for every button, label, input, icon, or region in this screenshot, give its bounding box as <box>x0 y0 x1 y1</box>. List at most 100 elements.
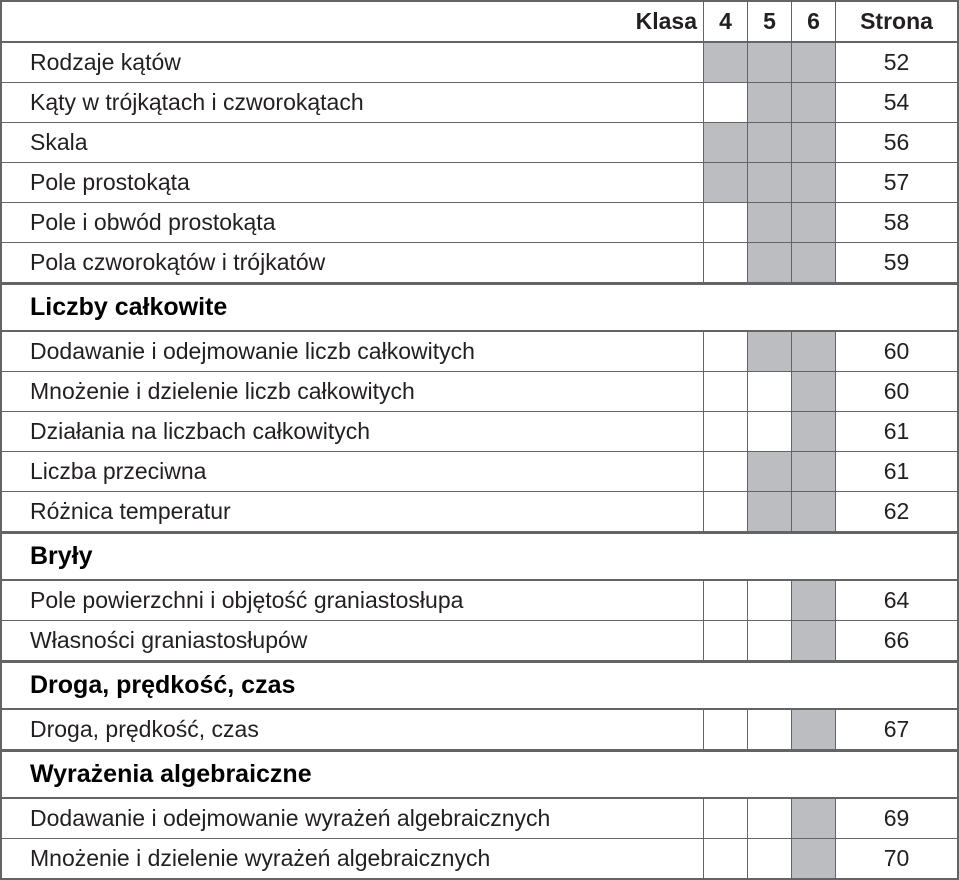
row-title: Pole i obwód prostokąta <box>2 203 703 242</box>
page-number: 69 <box>835 799 957 838</box>
row-title: Pole powierzchni i objętość graniastosłu… <box>2 581 703 620</box>
section-title: Droga, prędkość, czas <box>2 663 957 708</box>
rows-container: Rodzaje kątów52Kąty w trójkątach i czwor… <box>2 43 957 878</box>
grade-cell-g6 <box>791 123 835 162</box>
grade-cell-g4 <box>703 452 747 491</box>
grade-cell-g5 <box>747 710 791 749</box>
grade-cell-g6 <box>791 492 835 531</box>
header-strona: Strona <box>835 2 957 41</box>
contents-table: Klasa 4 5 6 Strona Rodzaje kątów52Kąty w… <box>0 0 959 880</box>
page-number: 61 <box>835 412 957 451</box>
header-grade-6: 6 <box>791 2 835 41</box>
section-row: Liczby całkowite <box>2 283 957 332</box>
table-row: Pole i obwód prostokąta 58 <box>2 203 957 243</box>
page-number: 67 <box>835 710 957 749</box>
grade-cell-g5 <box>747 492 791 531</box>
page-number: 52 <box>835 43 957 82</box>
grade-cell-g5 <box>747 163 791 202</box>
grade-cell-g4 <box>703 621 747 660</box>
grade-cell-g6 <box>791 710 835 749</box>
section-row: Droga, prędkość, czas <box>2 661 957 710</box>
header-klasa: Klasa <box>605 2 703 41</box>
page-number: 59 <box>835 243 957 282</box>
grade-cell-g4 <box>703 581 747 620</box>
grade-cell-g5 <box>747 243 791 282</box>
grade-cell-g6 <box>791 372 835 411</box>
row-title: Skala <box>2 123 703 162</box>
section-title: Wyrażenia algebraiczne <box>2 752 957 797</box>
grade-cell-g5 <box>747 412 791 451</box>
grade-cell-g6 <box>791 452 835 491</box>
grade-cell-g5 <box>747 43 791 82</box>
page-number: 64 <box>835 581 957 620</box>
table-row: Pola czworokątów i trójkatów59 <box>2 243 957 283</box>
page-number: 58 <box>835 203 957 242</box>
grade-cell-g5 <box>747 203 791 242</box>
grade-cell-g4 <box>703 799 747 838</box>
section-row: Bryły <box>2 532 957 581</box>
grade-cell-g6 <box>791 163 835 202</box>
table-row: Działania na liczbach całkowitych 61 <box>2 412 957 452</box>
grade-cell-g5 <box>747 621 791 660</box>
grade-cell-g6 <box>791 332 835 371</box>
grade-cell-g6 <box>791 83 835 122</box>
grade-cell-g4 <box>703 332 747 371</box>
table-row: Dodawanie i odejmowanie liczb całkowityc… <box>2 332 957 372</box>
grade-cell-g5 <box>747 581 791 620</box>
section-title: Bryły <box>2 534 957 579</box>
row-title: Droga, prędkość, czas <box>2 710 703 749</box>
row-title: Dodawanie i odejmowanie wyrażeń algebrai… <box>2 799 703 838</box>
grade-cell-g4 <box>703 710 747 749</box>
grade-cell-g4 <box>703 243 747 282</box>
row-title: Własności graniastosłupów <box>2 621 703 660</box>
grade-cell-g4 <box>703 123 747 162</box>
grade-cell-g6 <box>791 43 835 82</box>
grade-cell-g6 <box>791 412 835 451</box>
row-title: Dodawanie i odejmowanie liczb całkowityc… <box>2 332 703 371</box>
page-number: 56 <box>835 123 957 162</box>
table-row: Skala 56 <box>2 123 957 163</box>
grade-cell-g5 <box>747 799 791 838</box>
grade-cell-g6 <box>791 243 835 282</box>
section-title: Liczby całkowite <box>2 285 957 330</box>
row-title: Działania na liczbach całkowitych <box>2 412 703 451</box>
row-title: Kąty w trójkątach i czworokątach <box>2 83 703 122</box>
table-row: Mnożenie i dzielenie liczb całkowitych 60 <box>2 372 957 412</box>
section-row: Wyrażenia algebraiczne <box>2 750 957 799</box>
table-row: Różnica temperatur62 <box>2 492 957 532</box>
page-number: 57 <box>835 163 957 202</box>
row-title: Różnica temperatur <box>2 492 703 531</box>
grade-cell-g5 <box>747 83 791 122</box>
grade-cell-g6 <box>791 621 835 660</box>
table-row: Pole prostokąta57 <box>2 163 957 203</box>
header-grade-5: 5 <box>747 2 791 41</box>
grade-cell-g4 <box>703 203 747 242</box>
page-number: 70 <box>835 839 957 878</box>
row-title: Rodzaje kątów <box>2 43 703 82</box>
grade-cell-g5 <box>747 839 791 878</box>
table-row: Liczba przeciwna61 <box>2 452 957 492</box>
grade-cell-g6 <box>791 839 835 878</box>
grade-cell-g5 <box>747 123 791 162</box>
page-number: 61 <box>835 452 957 491</box>
grade-cell-g4 <box>703 43 747 82</box>
header-title-spacer: Klasa <box>2 2 703 41</box>
grade-cell-g5 <box>747 332 791 371</box>
grade-cell-g4 <box>703 839 747 878</box>
page-number: 54 <box>835 83 957 122</box>
table-row: Kąty w trójkątach i czworokątach 54 <box>2 83 957 123</box>
row-title: Mnożenie i dzielenie wyrażeń algebraiczn… <box>2 839 703 878</box>
page-number: 60 <box>835 372 957 411</box>
table-row: Pole powierzchni i objętość graniastosłu… <box>2 581 957 621</box>
grade-cell-g4 <box>703 163 747 202</box>
table-row: Mnożenie i dzielenie wyrażeń algebraiczn… <box>2 839 957 878</box>
table-row: Dodawanie i odejmowanie wyrażeń algebrai… <box>2 799 957 839</box>
grade-cell-g4 <box>703 492 747 531</box>
table-row: Rodzaje kątów 52 <box>2 43 957 83</box>
row-title: Mnożenie i dzielenie liczb całkowitych <box>2 372 703 411</box>
grade-cell-g4 <box>703 412 747 451</box>
grade-cell-g6 <box>791 581 835 620</box>
grade-cell-g4 <box>703 83 747 122</box>
grade-cell-g6 <box>791 799 835 838</box>
grade-cell-g5 <box>747 452 791 491</box>
